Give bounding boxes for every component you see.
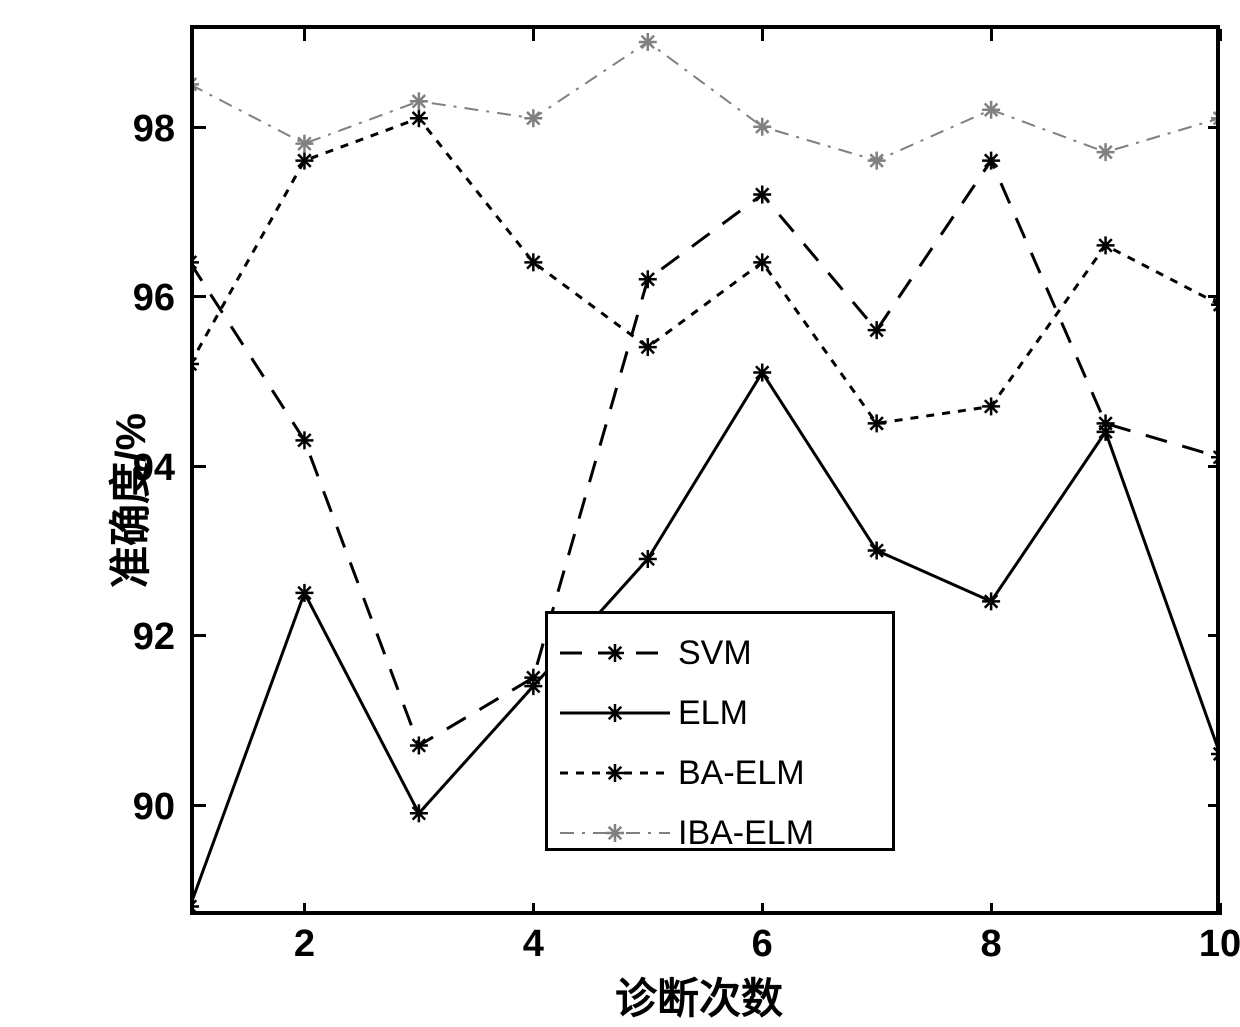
legend-label: SVM [678, 634, 752, 673]
x-tick-label: 2 [279, 923, 329, 966]
y-tick-label: 90 [120, 786, 175, 829]
x-tick-label: 6 [737, 923, 787, 966]
x-tick-label: 4 [508, 923, 558, 966]
legend-label: IBA-ELM [678, 814, 814, 853]
x-tick-label: 8 [966, 923, 1016, 966]
y-axis-label: 准确度/% [97, 413, 158, 588]
legend-item-BA-ELM: BA-ELM [560, 743, 805, 803]
y-tick-label: 92 [120, 616, 175, 659]
x-axis-label: 诊断次数 [615, 965, 783, 1026]
legend-label: BA-ELM [678, 754, 805, 793]
chart-container: 准确度/% 诊断次数 9092949698 246810 SVMELMBA-EL… [10, 10, 1230, 1017]
legend-box: SVM ELM BA-ELM IBA-ELM [545, 611, 895, 851]
legend-item-SVM: SVM [560, 623, 752, 683]
y-tick-label: 96 [120, 277, 175, 320]
x-tick-label: 10 [1195, 923, 1240, 966]
y-tick-label: 98 [120, 108, 175, 151]
legend-item-ELM: ELM [560, 683, 748, 743]
legend-item-IBA-ELM: IBA-ELM [560, 803, 814, 863]
legend-label: ELM [678, 694, 748, 733]
y-tick-label: 94 [120, 447, 175, 490]
